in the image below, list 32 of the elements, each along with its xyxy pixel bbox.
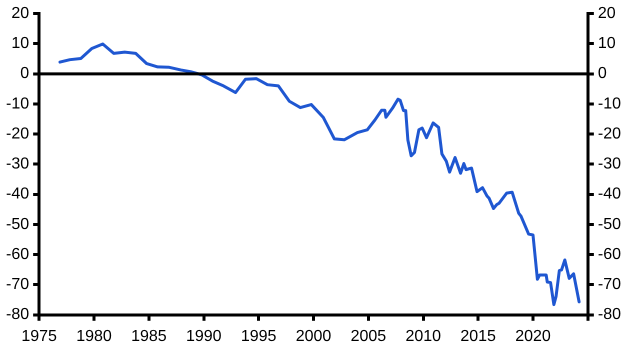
y-tick-label: -30: [6, 156, 30, 173]
y2-tick-label: -10: [598, 95, 622, 112]
x-tick-label: 1995: [240, 328, 277, 345]
y-tick-label: -10: [6, 95, 30, 112]
y-tick-label: -70: [6, 276, 30, 294]
y-tick-label: 10: [11, 35, 30, 52]
x-tick-label: 2000: [296, 328, 332, 345]
y-tick-label: 20: [11, 5, 30, 22]
x-tick-label: 1985: [131, 328, 167, 345]
y2-tick-label: 20: [598, 5, 616, 22]
y2-tick-label: 10: [598, 35, 616, 52]
y-tick-label: -80: [6, 306, 30, 324]
y-tick-label: -20: [6, 125, 30, 142]
x-tick-label: 1990: [186, 328, 222, 345]
x-tick-label: 2015: [460, 328, 496, 345]
y-tick-label: -40: [6, 186, 30, 203]
y2-tick-label: -30: [598, 156, 622, 173]
y2-tick-label: -50: [598, 216, 622, 233]
x-tick-label: 1975: [21, 328, 58, 345]
y2-tick-label: -40: [598, 186, 622, 203]
y2-tick-label: -60: [598, 246, 622, 263]
y2-tick-label: -70: [598, 276, 622, 294]
x-tick-label: 2010: [405, 328, 442, 345]
y2-tick-label: -20: [598, 125, 622, 142]
x-tick-label: 2005: [350, 328, 386, 345]
y-tick-label: 0: [20, 65, 30, 82]
y-tick-label: -50: [6, 216, 30, 233]
y2-tick-label: 0: [598, 65, 607, 82]
y2-tick-label: -80: [598, 306, 622, 324]
y-tick-label: -60: [6, 246, 30, 263]
x-tick-label: 2020: [515, 328, 551, 345]
x-tick-label: 1980: [76, 328, 112, 345]
